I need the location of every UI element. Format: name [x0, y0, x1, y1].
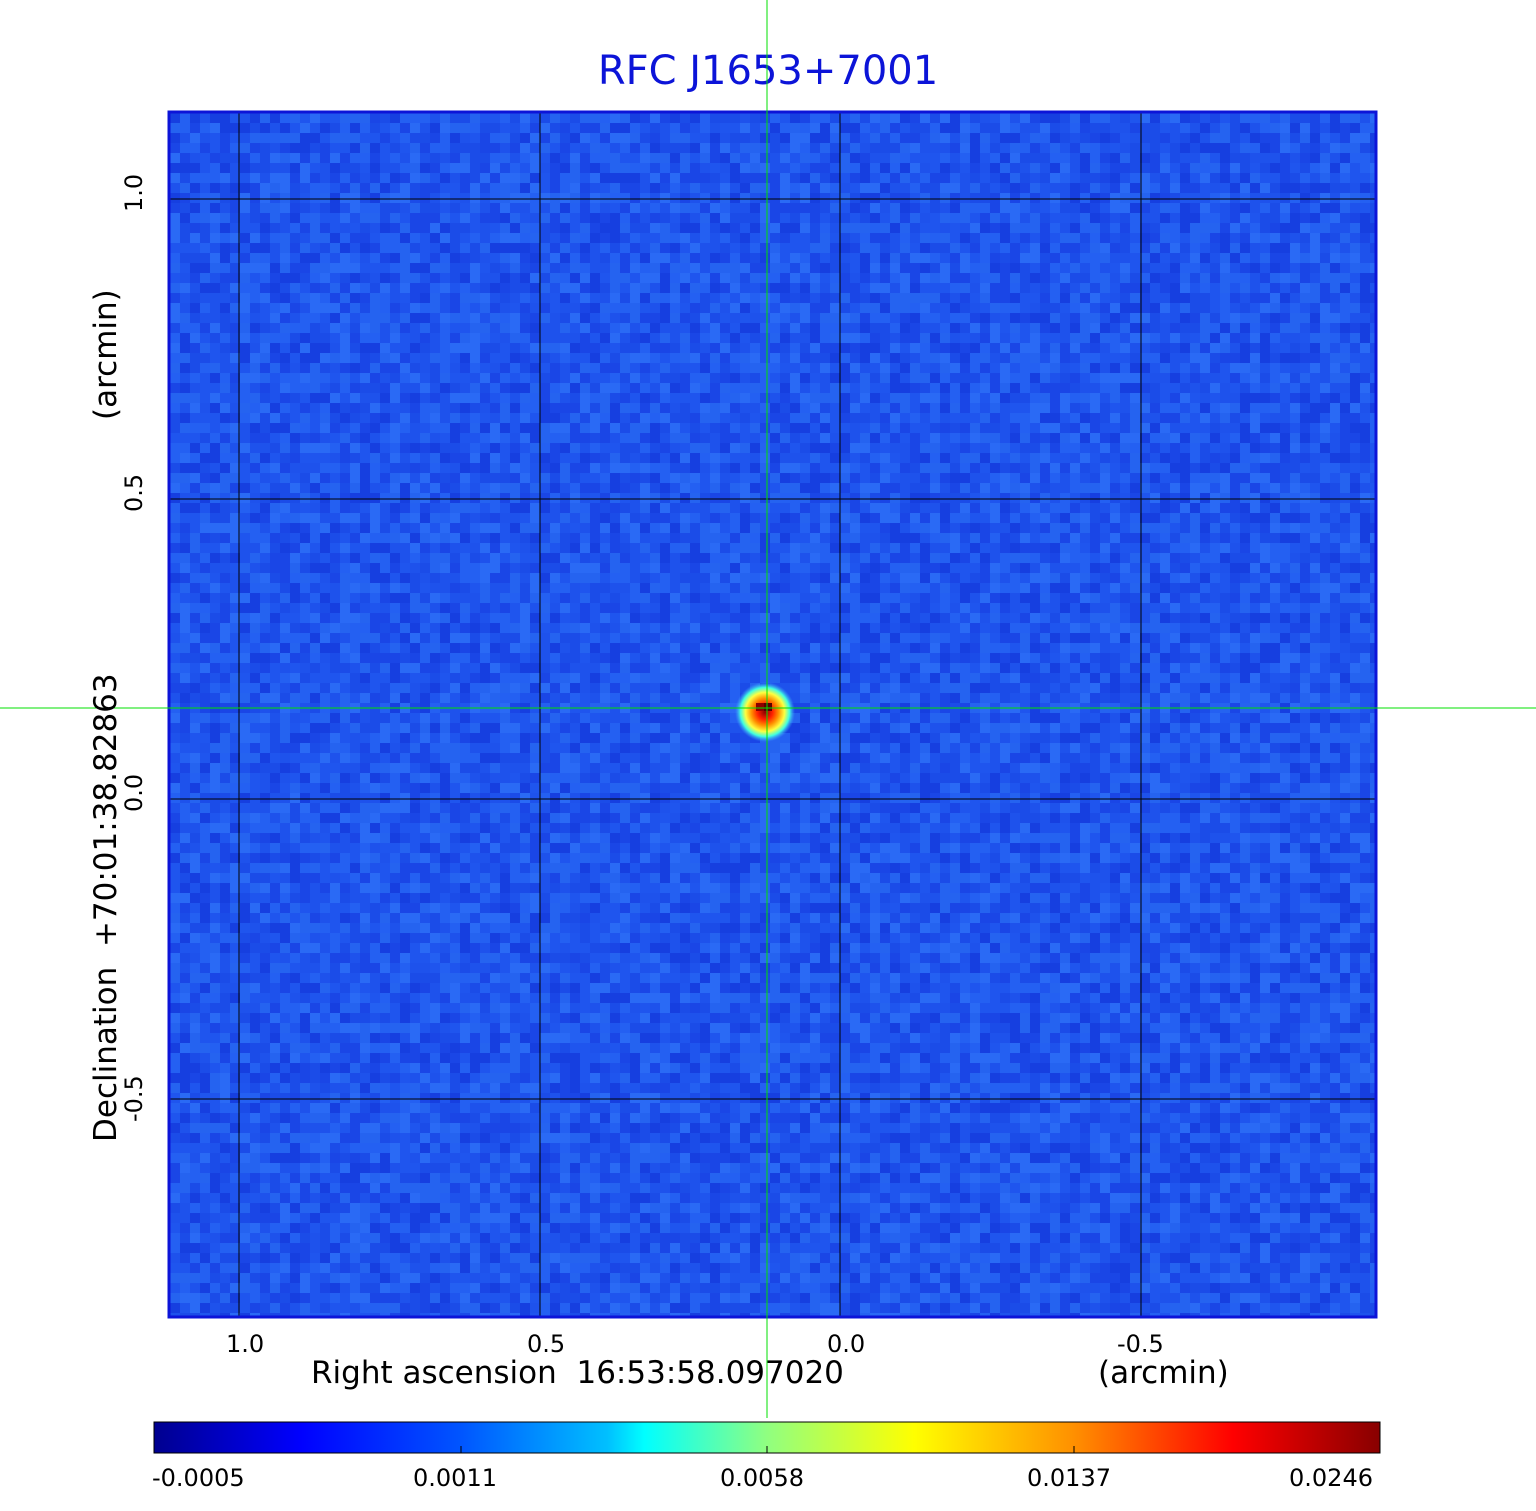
sky-background — [170, 113, 1375, 1316]
y-tick-label: 1.0 — [120, 173, 148, 212]
crosshair — [0, 0, 1536, 1418]
plot-frame — [167, 110, 1378, 1319]
y-axis-label: Declination +70:01:38.82863 — [88, 673, 124, 1142]
y-axis-unit: (arcmin) — [88, 289, 124, 420]
x-tick-label: 0.0 — [827, 1330, 866, 1358]
x-tick-label: 1.0 — [226, 1330, 265, 1358]
coordinate-grid — [170, 113, 1375, 1316]
radio-source — [735, 682, 795, 742]
colorbar-tick-label: 0.0246 — [1289, 1464, 1373, 1492]
y-tick-label: 0.0 — [120, 773, 148, 812]
colorbar-tick-label: -0.0005 — [152, 1464, 245, 1492]
figure-title: RFC J1653+7001 — [597, 48, 939, 94]
source-peak-pixel — [756, 703, 764, 711]
x-axis-label: Right ascension 16:53:58.097020 — [311, 1355, 844, 1391]
source-peak-pixel — [764, 703, 772, 711]
colorbar-tick-label: 0.0058 — [720, 1464, 804, 1492]
x-axis-unit: (arcmin) — [1098, 1355, 1229, 1391]
x-tick-label: -0.5 — [1117, 1330, 1164, 1358]
x-tick-label: 0.5 — [527, 1330, 566, 1358]
colorbar-tick-label: 0.0011 — [413, 1464, 497, 1492]
colorbar-ticks — [460, 1446, 1075, 1453]
colorbar-tick-label: 0.0137 — [1027, 1464, 1111, 1492]
y-tick-label: -0.5 — [120, 1075, 148, 1122]
y-tick-label: 0.5 — [120, 473, 148, 512]
